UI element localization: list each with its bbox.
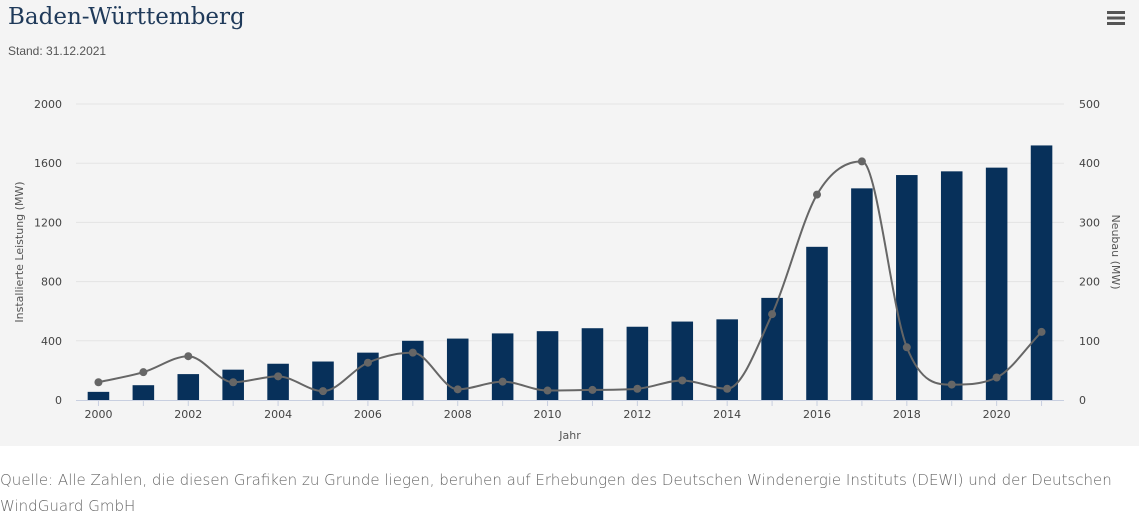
line-point — [363, 358, 372, 367]
source-note: Quelle: Alle Zahlen, die diesen Grafiken… — [0, 471, 1112, 515]
chart-panel: Baden-Württemberg Stand: 31.12.2021 0 400… — [0, 0, 1139, 446]
line-point — [992, 373, 1001, 382]
line-point — [723, 384, 732, 393]
x-tick-label: 2002 — [174, 408, 202, 421]
x-tick-label: 2016 — [803, 408, 831, 421]
bar — [1030, 145, 1053, 400]
y2-axis-title: Neubau (MW) — [1109, 214, 1122, 289]
axes: 0 400 800 1200 1600 2000 0 100 200 300 400 500 2000 2… — [34, 98, 1100, 421]
y-tick-label: 2000 — [34, 98, 62, 111]
y-tick-label: 800 — [41, 276, 62, 289]
line-point — [319, 387, 327, 396]
y-tick-label: 1600 — [34, 157, 62, 170]
y-tick-label: 400 — [41, 335, 62, 348]
bar — [940, 171, 963, 400]
bar — [896, 175, 918, 400]
bar — [985, 167, 1008, 400]
line-point — [678, 376, 687, 385]
x-tick-label: 2004 — [264, 408, 292, 421]
x-tick-label: 2020 — [983, 408, 1011, 421]
line-point — [1037, 327, 1046, 336]
line-point — [184, 352, 193, 361]
bar — [132, 385, 155, 400]
bar — [446, 338, 469, 400]
bar — [671, 321, 694, 400]
x-tick-label: 2010 — [534, 408, 562, 421]
x-tick-label: 2014 — [713, 408, 741, 421]
x-tick-label: 2008 — [444, 408, 472, 421]
x-tick-label: 2012 — [623, 408, 651, 421]
x-tick-label: 2018 — [893, 408, 921, 421]
bar — [761, 297, 783, 400]
y-tick-label: 1200 — [34, 216, 62, 229]
line-point — [139, 368, 148, 377]
chart-subtitle: Stand: 31.12.2021 — [8, 44, 107, 58]
line-series — [94, 157, 1046, 396]
bar — [177, 374, 200, 400]
line-point — [813, 190, 821, 199]
bar — [806, 246, 828, 400]
chart-plot: 0 400 800 1200 1600 2000 0 100 200 300 400 500 2000 2… — [13, 98, 1122, 442]
chart-title: Baden-Württemberg — [8, 4, 245, 30]
bar — [267, 363, 289, 400]
y-tick-label: 0 — [55, 394, 62, 407]
y2-tick-label: 100 — [1079, 335, 1100, 348]
line-point — [408, 348, 417, 357]
line-point — [229, 378, 238, 387]
line-point — [498, 377, 507, 386]
bar — [581, 328, 604, 400]
y-axis-title: Installierte Leistung (MW) — [13, 181, 26, 322]
x-tick-label: 2006 — [354, 408, 382, 421]
line-point — [947, 380, 956, 389]
bar — [536, 331, 559, 400]
line-point — [588, 385, 597, 394]
y2-tick-label: 400 — [1079, 157, 1100, 170]
line-point — [453, 385, 462, 394]
line-point — [902, 343, 911, 352]
bar — [357, 352, 379, 400]
line-point — [94, 378, 103, 387]
bar — [491, 333, 514, 400]
y2-tick-label: 500 — [1079, 98, 1100, 111]
bar — [851, 188, 873, 400]
line-point — [274, 372, 283, 381]
line-point — [543, 386, 552, 395]
bar — [716, 319, 738, 400]
y2-tick-label: 0 — [1079, 394, 1086, 407]
line-point — [633, 384, 642, 393]
line-path — [98, 160, 1043, 393]
hamburger-menu-icon[interactable] — [1104, 8, 1128, 28]
line-point — [768, 310, 777, 319]
line-point — [857, 157, 866, 166]
bar-series — [87, 145, 1053, 400]
bar — [626, 326, 649, 400]
x-tick-label: 2000 — [84, 408, 112, 421]
bar — [402, 340, 424, 400]
x-axis-title: Jahr — [558, 429, 581, 442]
y2-tick-label: 200 — [1079, 276, 1100, 289]
y2-tick-label: 300 — [1079, 216, 1100, 229]
bar — [87, 391, 110, 400]
